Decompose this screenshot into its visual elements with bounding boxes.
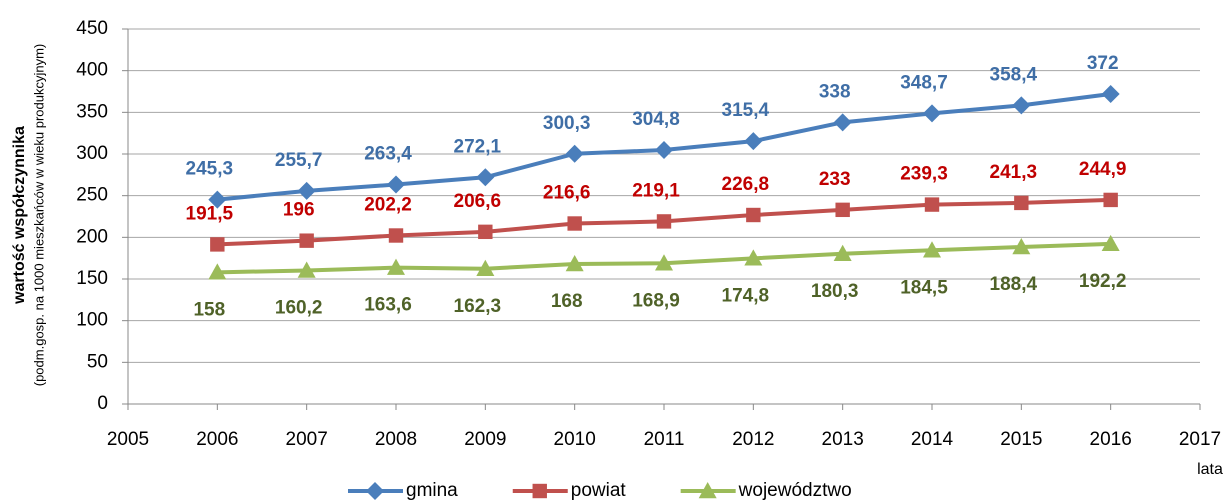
y-tick-label: 400: [76, 60, 108, 81]
y-axis-sublabel: (podm.gosp. na 1000 mieszkańców w wieku …: [31, 44, 46, 387]
x-tick-label: 2006: [196, 429, 238, 450]
x-tick-label: 2016: [1090, 429, 1132, 450]
value-label: 358,4: [990, 64, 1038, 85]
point: [924, 197, 940, 212]
value-label: 315,4: [722, 100, 770, 121]
value-label: 255,7: [275, 150, 323, 171]
y-tick-label: 150: [76, 268, 108, 289]
point: [1012, 96, 1031, 115]
value-label: 192,2: [1079, 271, 1127, 292]
y-tick-label: 200: [76, 226, 108, 247]
value-label: 163,6: [364, 295, 412, 316]
point: [833, 244, 852, 261]
point: [1103, 192, 1118, 208]
point: [565, 144, 584, 163]
point: [476, 168, 495, 187]
point: [835, 202, 850, 218]
value-label: 244,9: [1079, 159, 1127, 180]
x-tick-label: 2007: [286, 429, 328, 450]
point: [655, 254, 673, 271]
y-tick-label: 0: [97, 393, 108, 414]
value-label: 202,2: [364, 195, 412, 216]
point: [297, 261, 316, 278]
value-label: 239,3: [900, 164, 948, 185]
value-label: 160,2: [275, 298, 323, 319]
value-label: 348,7: [900, 72, 948, 93]
x-tick-label: 2011: [644, 429, 685, 450]
value-label: 245,3: [186, 159, 234, 180]
value-label: 196: [283, 200, 315, 221]
point: [210, 237, 225, 252]
value-label: 168: [551, 291, 583, 312]
legend-marker: [532, 483, 547, 499]
y-tick-label: 250: [76, 185, 108, 206]
point: [656, 214, 672, 229]
y-tick-label: 100: [76, 310, 108, 331]
point: [478, 224, 493, 240]
point: [387, 175, 405, 194]
legend-marker: [366, 482, 384, 500]
point: [565, 255, 584, 272]
point: [833, 113, 852, 132]
x-tick-label: 2008: [375, 429, 417, 450]
point: [1012, 238, 1031, 255]
value-label: 272,1: [454, 136, 502, 157]
point: [744, 132, 763, 151]
x-axis-label: lata: [1197, 461, 1223, 478]
value-label: 300,3: [543, 113, 591, 134]
value-label: 191,5: [186, 203, 234, 224]
value-label: 304,8: [632, 109, 680, 130]
value-label: 219,1: [632, 180, 680, 201]
value-label: 233: [819, 169, 851, 190]
value-label: 241,3: [990, 162, 1038, 183]
value-label: 184,5: [900, 277, 948, 298]
x-tick-label: 2013: [822, 429, 864, 450]
x-tick-label: 2012: [732, 429, 774, 450]
x-tick-label: 2010: [554, 429, 596, 450]
point: [923, 241, 941, 258]
value-label: 263,4: [364, 144, 412, 165]
y-tick-label: 450: [76, 18, 108, 39]
value-label: 206,6: [454, 191, 502, 212]
x-tick-label: 2009: [464, 429, 506, 450]
x-tick-label: 2017: [1179, 429, 1221, 450]
point: [388, 228, 404, 243]
value-label: 180,3: [811, 281, 859, 302]
value-label: 168,9: [632, 290, 680, 311]
point: [746, 207, 761, 223]
point: [744, 249, 763, 266]
y-tick-label: 350: [76, 101, 108, 122]
point: [655, 141, 673, 159]
point: [1014, 195, 1029, 211]
point: [208, 190, 227, 209]
value-label: 338: [819, 81, 851, 102]
legend-label: gmina: [406, 480, 458, 501]
y-axis-label: wartość współczynnika: [11, 126, 28, 305]
value-label: 174,8: [722, 285, 770, 306]
point: [208, 263, 227, 280]
y-tick-label: 50: [87, 351, 108, 372]
value-label: 226,8: [722, 174, 770, 195]
legend-marker: [698, 482, 717, 499]
value-label: 216,6: [543, 183, 591, 204]
point: [567, 216, 582, 231]
point: [387, 258, 405, 275]
point: [299, 233, 314, 248]
value-label: 158: [193, 299, 225, 320]
point: [1101, 85, 1120, 103]
legend-label: województwo: [738, 480, 852, 501]
legend-label: powiat: [571, 480, 627, 501]
value-label: 188,4: [990, 274, 1038, 295]
point: [476, 259, 495, 276]
x-tick-label: 2014: [911, 429, 954, 450]
y-tick-label: 300: [76, 143, 108, 164]
x-tick-label: 2015: [1000, 429, 1042, 450]
point: [923, 104, 941, 123]
point: [297, 181, 316, 200]
x-tick-label: 2005: [107, 429, 149, 450]
value-label: 162,3: [454, 296, 502, 317]
value-label: 372: [1087, 53, 1119, 74]
point: [1101, 234, 1120, 252]
